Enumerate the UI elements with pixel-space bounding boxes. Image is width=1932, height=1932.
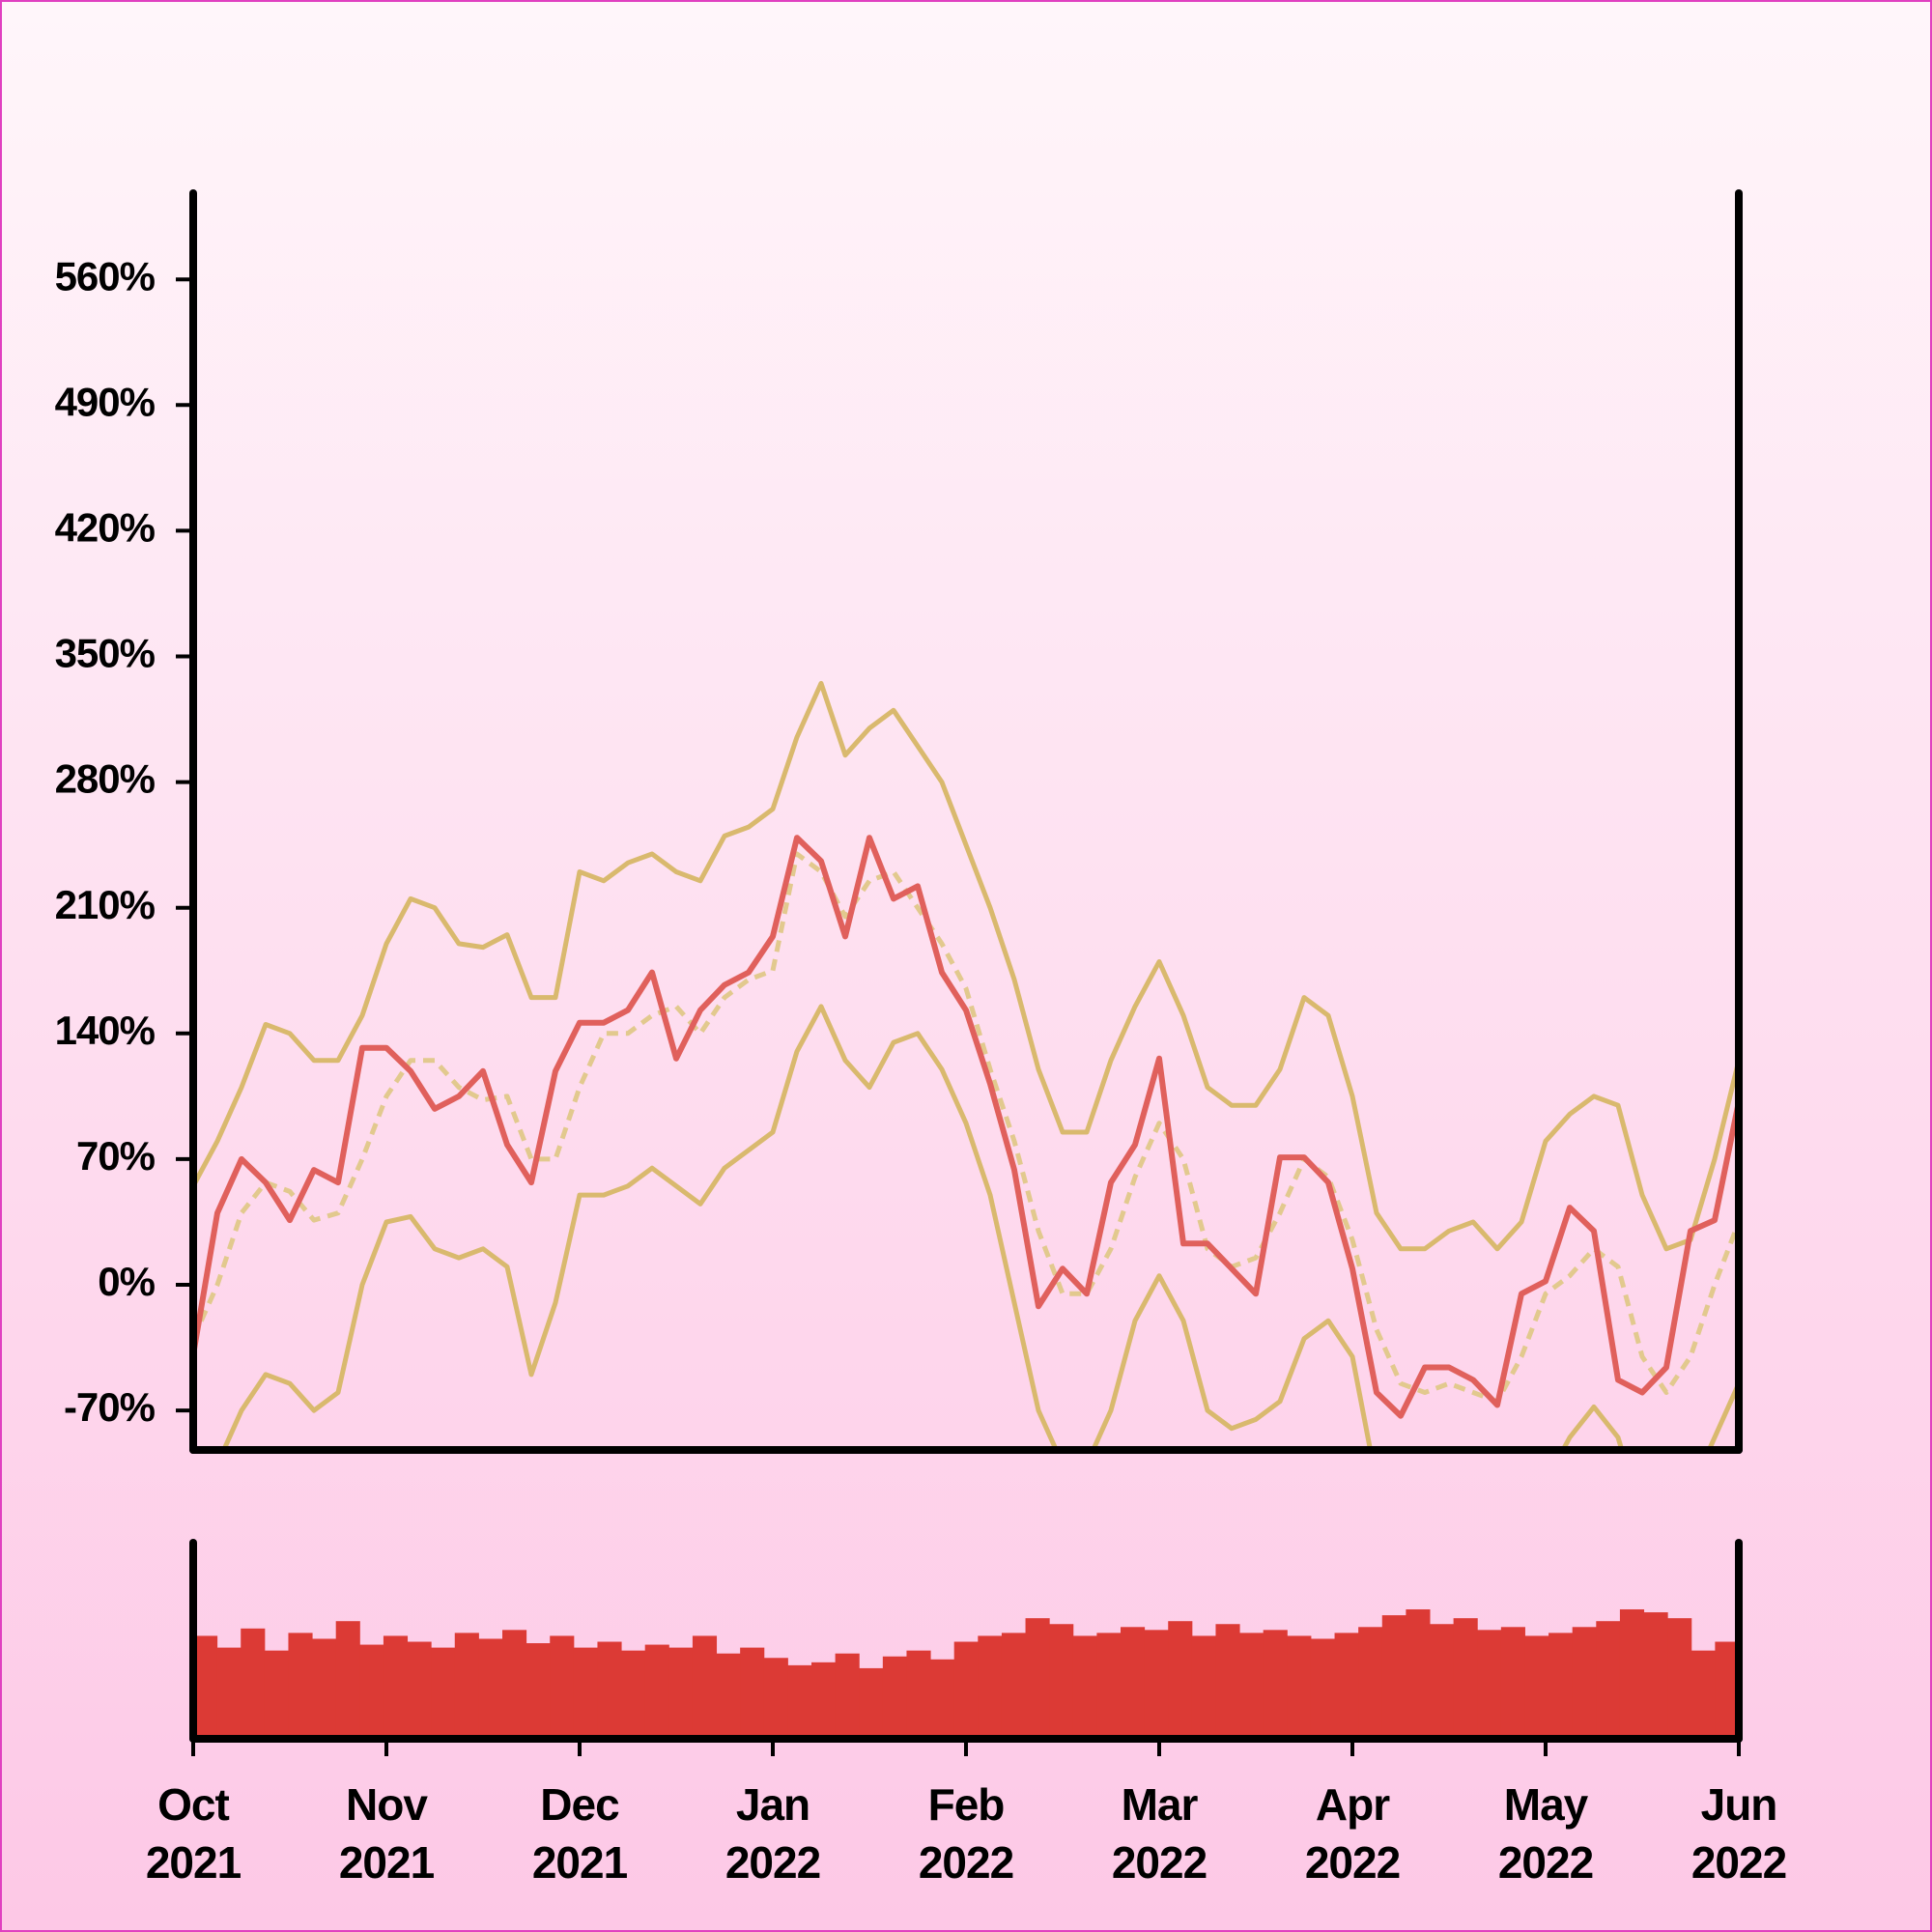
volume-bar (550, 1635, 575, 1739)
x-tick-label: Dec 2021 (531, 1779, 628, 1888)
volume-bar (716, 1653, 741, 1739)
y-tick-label: 420% (55, 505, 156, 551)
volume-bar (1643, 1612, 1668, 1739)
volume-bar (335, 1621, 360, 1739)
volume-bar (1667, 1618, 1692, 1739)
volume-bar (1168, 1621, 1193, 1739)
volume-bar (1334, 1633, 1359, 1739)
x-tick-label: Feb 2022 (918, 1779, 1014, 1888)
plot-area (193, 680, 1739, 1450)
volume-bar (1287, 1635, 1312, 1739)
volume-bar (835, 1653, 860, 1739)
y-tick-label: 560% (55, 253, 156, 298)
volume-bar (1500, 1627, 1525, 1739)
volume-bar (692, 1635, 718, 1739)
volume-bar (264, 1650, 289, 1739)
y-tick-label: 350% (55, 631, 156, 676)
volume-bar (1239, 1633, 1264, 1739)
volume-bar (312, 1638, 337, 1739)
x-tick-label: Oct 2021 (145, 1779, 242, 1888)
series-line (193, 835, 1739, 1419)
volume-bar (383, 1635, 409, 1739)
volume-bar (288, 1633, 313, 1739)
volume-bar (787, 1664, 812, 1739)
x-tick-label: Apr 2022 (1304, 1779, 1401, 1888)
volume-bar (978, 1635, 1003, 1739)
volume-bar (1406, 1609, 1431, 1739)
series-line (193, 680, 1739, 1252)
volume-bar (740, 1647, 765, 1739)
volume-bar (668, 1647, 694, 1739)
volume-bar (1548, 1633, 1574, 1739)
volume-bar (1358, 1627, 1383, 1739)
volume-bar (526, 1643, 551, 1739)
volume-bar (621, 1650, 646, 1739)
y-tick-label: 210% (55, 882, 156, 927)
volume-bar (1049, 1624, 1074, 1739)
volume-bar (1144, 1630, 1169, 1739)
volume-bar (1001, 1633, 1027, 1739)
volume-bar (1430, 1624, 1455, 1739)
volume-bar (1453, 1618, 1478, 1739)
y-tick-label: 140% (55, 1008, 156, 1053)
volume-bar (216, 1647, 242, 1739)
volume-bar (906, 1650, 931, 1739)
volume-bar (1619, 1609, 1645, 1739)
volume-bar (1215, 1624, 1240, 1739)
volume-bar (882, 1656, 907, 1739)
y-tick-label: -70% (64, 1384, 156, 1430)
y-tick-label: 280% (55, 756, 156, 802)
volume-bar (763, 1658, 788, 1739)
volume-bar (953, 1641, 979, 1739)
y-tick-label: 490% (55, 379, 156, 424)
volume-bar (573, 1647, 598, 1739)
series-line (193, 851, 1739, 1405)
volume-bar (1381, 1615, 1406, 1739)
volume-bar (644, 1644, 669, 1739)
volume-bar (1072, 1635, 1097, 1739)
volume-bar (811, 1662, 837, 1739)
x-tick-label: May 2022 (1497, 1779, 1594, 1888)
volume-bar (1310, 1638, 1336, 1739)
volume-bar (1121, 1627, 1146, 1739)
y-tick-label: 0% (98, 1259, 155, 1304)
volume-bar (407, 1641, 432, 1739)
volume-bar (1025, 1618, 1050, 1739)
volume-bar (1477, 1630, 1502, 1739)
volume-bar (478, 1638, 503, 1739)
volume-bar (1690, 1650, 1716, 1739)
volume-bar (1096, 1633, 1122, 1739)
x-tick-label: Nov 2021 (338, 1779, 435, 1888)
series-line (220, 1004, 1739, 1450)
volume-bar (1263, 1630, 1288, 1739)
x-tick-label: Jan 2022 (724, 1779, 821, 1888)
volume-bar (454, 1633, 479, 1739)
volume-bar (431, 1647, 456, 1739)
volume-bar (1596, 1621, 1621, 1739)
volume-bar (1572, 1627, 1597, 1739)
volume-bar (1524, 1635, 1549, 1739)
volume-bar (502, 1630, 527, 1739)
volume-bar (1191, 1635, 1216, 1739)
volume-bar (359, 1644, 384, 1739)
x-tick-label: Mar 2022 (1111, 1779, 1208, 1888)
volume-bar (193, 1635, 218, 1739)
y-tick-label: 70% (76, 1133, 156, 1179)
volume-bar (859, 1667, 884, 1739)
volume-bar (241, 1628, 266, 1739)
volume-bar (930, 1659, 955, 1739)
volume-bar (597, 1641, 622, 1739)
x-tick-label: Jun 2022 (1690, 1779, 1787, 1888)
